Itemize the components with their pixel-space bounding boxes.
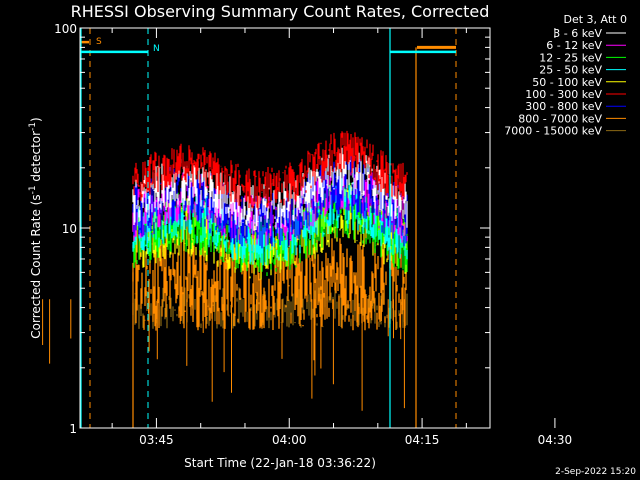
legend-label: 12 - 25 keV: [539, 51, 602, 64]
night-label: N: [153, 44, 160, 54]
legend-label: 6 - 12 keV: [546, 39, 602, 52]
x-tick-label: 04:30: [538, 433, 573, 447]
y-label-mid: detector: [29, 131, 43, 186]
data-layer: SN: [42, 28, 457, 428]
legend-label: 7000 - 15000 keV: [504, 125, 602, 138]
y-label-end: ): [29, 117, 43, 122]
y-label-main: Corrected Count Rate (s: [29, 194, 43, 338]
x-tick-label: 04:15: [405, 433, 440, 447]
y-label-sup2: -1: [28, 122, 38, 131]
legend-header: Det 3, Att 0: [564, 13, 628, 26]
y-label-sup1: -1: [28, 185, 38, 194]
y-tick-label: 100: [54, 22, 77, 36]
legend-label: 300 - 800 keV: [525, 100, 602, 113]
series-band: [132, 130, 408, 210]
y-tick-label: 10: [62, 222, 77, 236]
footer-timestamp: 2-Sep-2022 15:20: [555, 467, 636, 477]
attenuator-label: S: [96, 37, 102, 47]
legend-label: 100 - 300 keV: [525, 88, 602, 101]
x-axis-label: Start Time (22-Jan-18 03:36:22): [184, 456, 376, 470]
y-axis-label: Corrected Count Rate (s-1 detector-1): [28, 117, 43, 338]
legend-label: 800 - 7000 keV: [518, 112, 602, 125]
y-tick-label: 1: [69, 422, 77, 436]
legend-label: 50 - 100 keV: [532, 76, 602, 89]
legend-label: 25 - 50 keV: [539, 64, 602, 77]
legend-label: 3 - 6 keV: [553, 27, 602, 40]
x-tick-label: 03:45: [139, 433, 174, 447]
axis-ticks: 03:4504:0004:1504:3004:4505:0005:1511010…: [54, 22, 573, 447]
series-dropouts: [42, 299, 405, 411]
x-tick-label: 04:00: [272, 433, 307, 447]
chart-title: RHESSI Observing Summary Count Rates, Co…: [71, 2, 490, 21]
